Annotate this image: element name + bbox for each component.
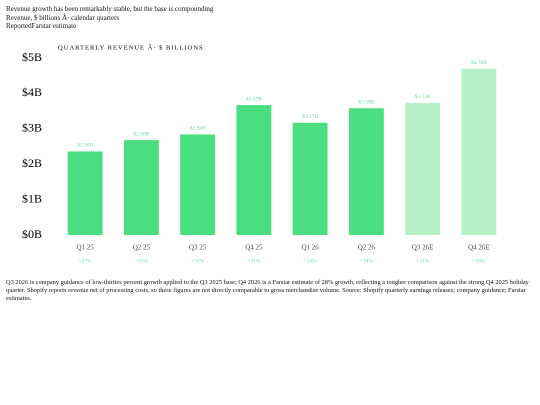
- bar: [348, 108, 384, 235]
- legend-entry: Reported: [6, 22, 32, 30]
- value-label: $4.70B: [471, 59, 487, 66]
- legend: ReportedFarstar estimate: [6, 22, 213, 31]
- x-tick-label: Q3 25: [189, 244, 207, 252]
- x-tick-label: Q2 25: [133, 244, 151, 252]
- bar: [292, 122, 328, 235]
- bar: [461, 68, 497, 236]
- growth-label: +27%: [79, 258, 93, 264]
- x-tick-label: Q1 25: [76, 244, 94, 252]
- y-tick-label: $4B: [22, 85, 42, 99]
- value-label: $3.58B: [358, 99, 374, 106]
- bar: [180, 134, 216, 235]
- x-tick-label: Q1 26: [301, 244, 319, 252]
- headline: Revenue growth has been remarkably stabl…: [6, 5, 214, 13]
- growth-label: +34%: [304, 258, 318, 264]
- bar: [123, 140, 159, 235]
- header: Revenue growth has been remarkably stabl…: [6, 5, 213, 31]
- bar: [405, 102, 441, 235]
- bar: [236, 105, 272, 235]
- y-tick-label: $0B: [22, 227, 42, 241]
- subtitle: Revenue, $ billions Â· calendar quarters: [6, 13, 120, 22]
- value-label: $3.67B: [246, 95, 262, 102]
- value-label: $3.17B: [302, 113, 318, 120]
- x-tick-label: Q4 25: [245, 244, 263, 252]
- y-tick-label: $2B: [22, 156, 42, 170]
- footnote: Q3 2026 is company guidance of low-thirt…: [6, 279, 529, 302]
- growth-label: +31%: [135, 258, 149, 264]
- x-tick-label: Q4 26E: [468, 244, 490, 252]
- y-tick-label: $1B: [22, 191, 42, 205]
- y-tick-label: $3B: [22, 121, 42, 135]
- growth-label: +31%: [416, 258, 430, 264]
- value-label: $2.68B: [133, 130, 149, 137]
- legend-entry: Farstar estimate: [31, 22, 77, 30]
- value-label: $2.84B: [190, 125, 206, 132]
- growth-label: +34%: [360, 258, 374, 264]
- y-tick-label: $5B: [22, 50, 42, 64]
- growth-label: +28%: [472, 258, 486, 264]
- bar: [67, 151, 103, 235]
- growth-label: +32%: [191, 258, 205, 264]
- chart-title: QUARTERLY REVENUE Â· $ BILLIONS: [58, 43, 204, 51]
- value-label: $2.36B: [77, 142, 93, 149]
- x-tick-label: Q3 26E: [412, 244, 434, 252]
- x-tick-label: Q2 26: [358, 244, 376, 252]
- value-label: $3.73B: [415, 93, 431, 100]
- growth-label: +31%: [247, 258, 261, 264]
